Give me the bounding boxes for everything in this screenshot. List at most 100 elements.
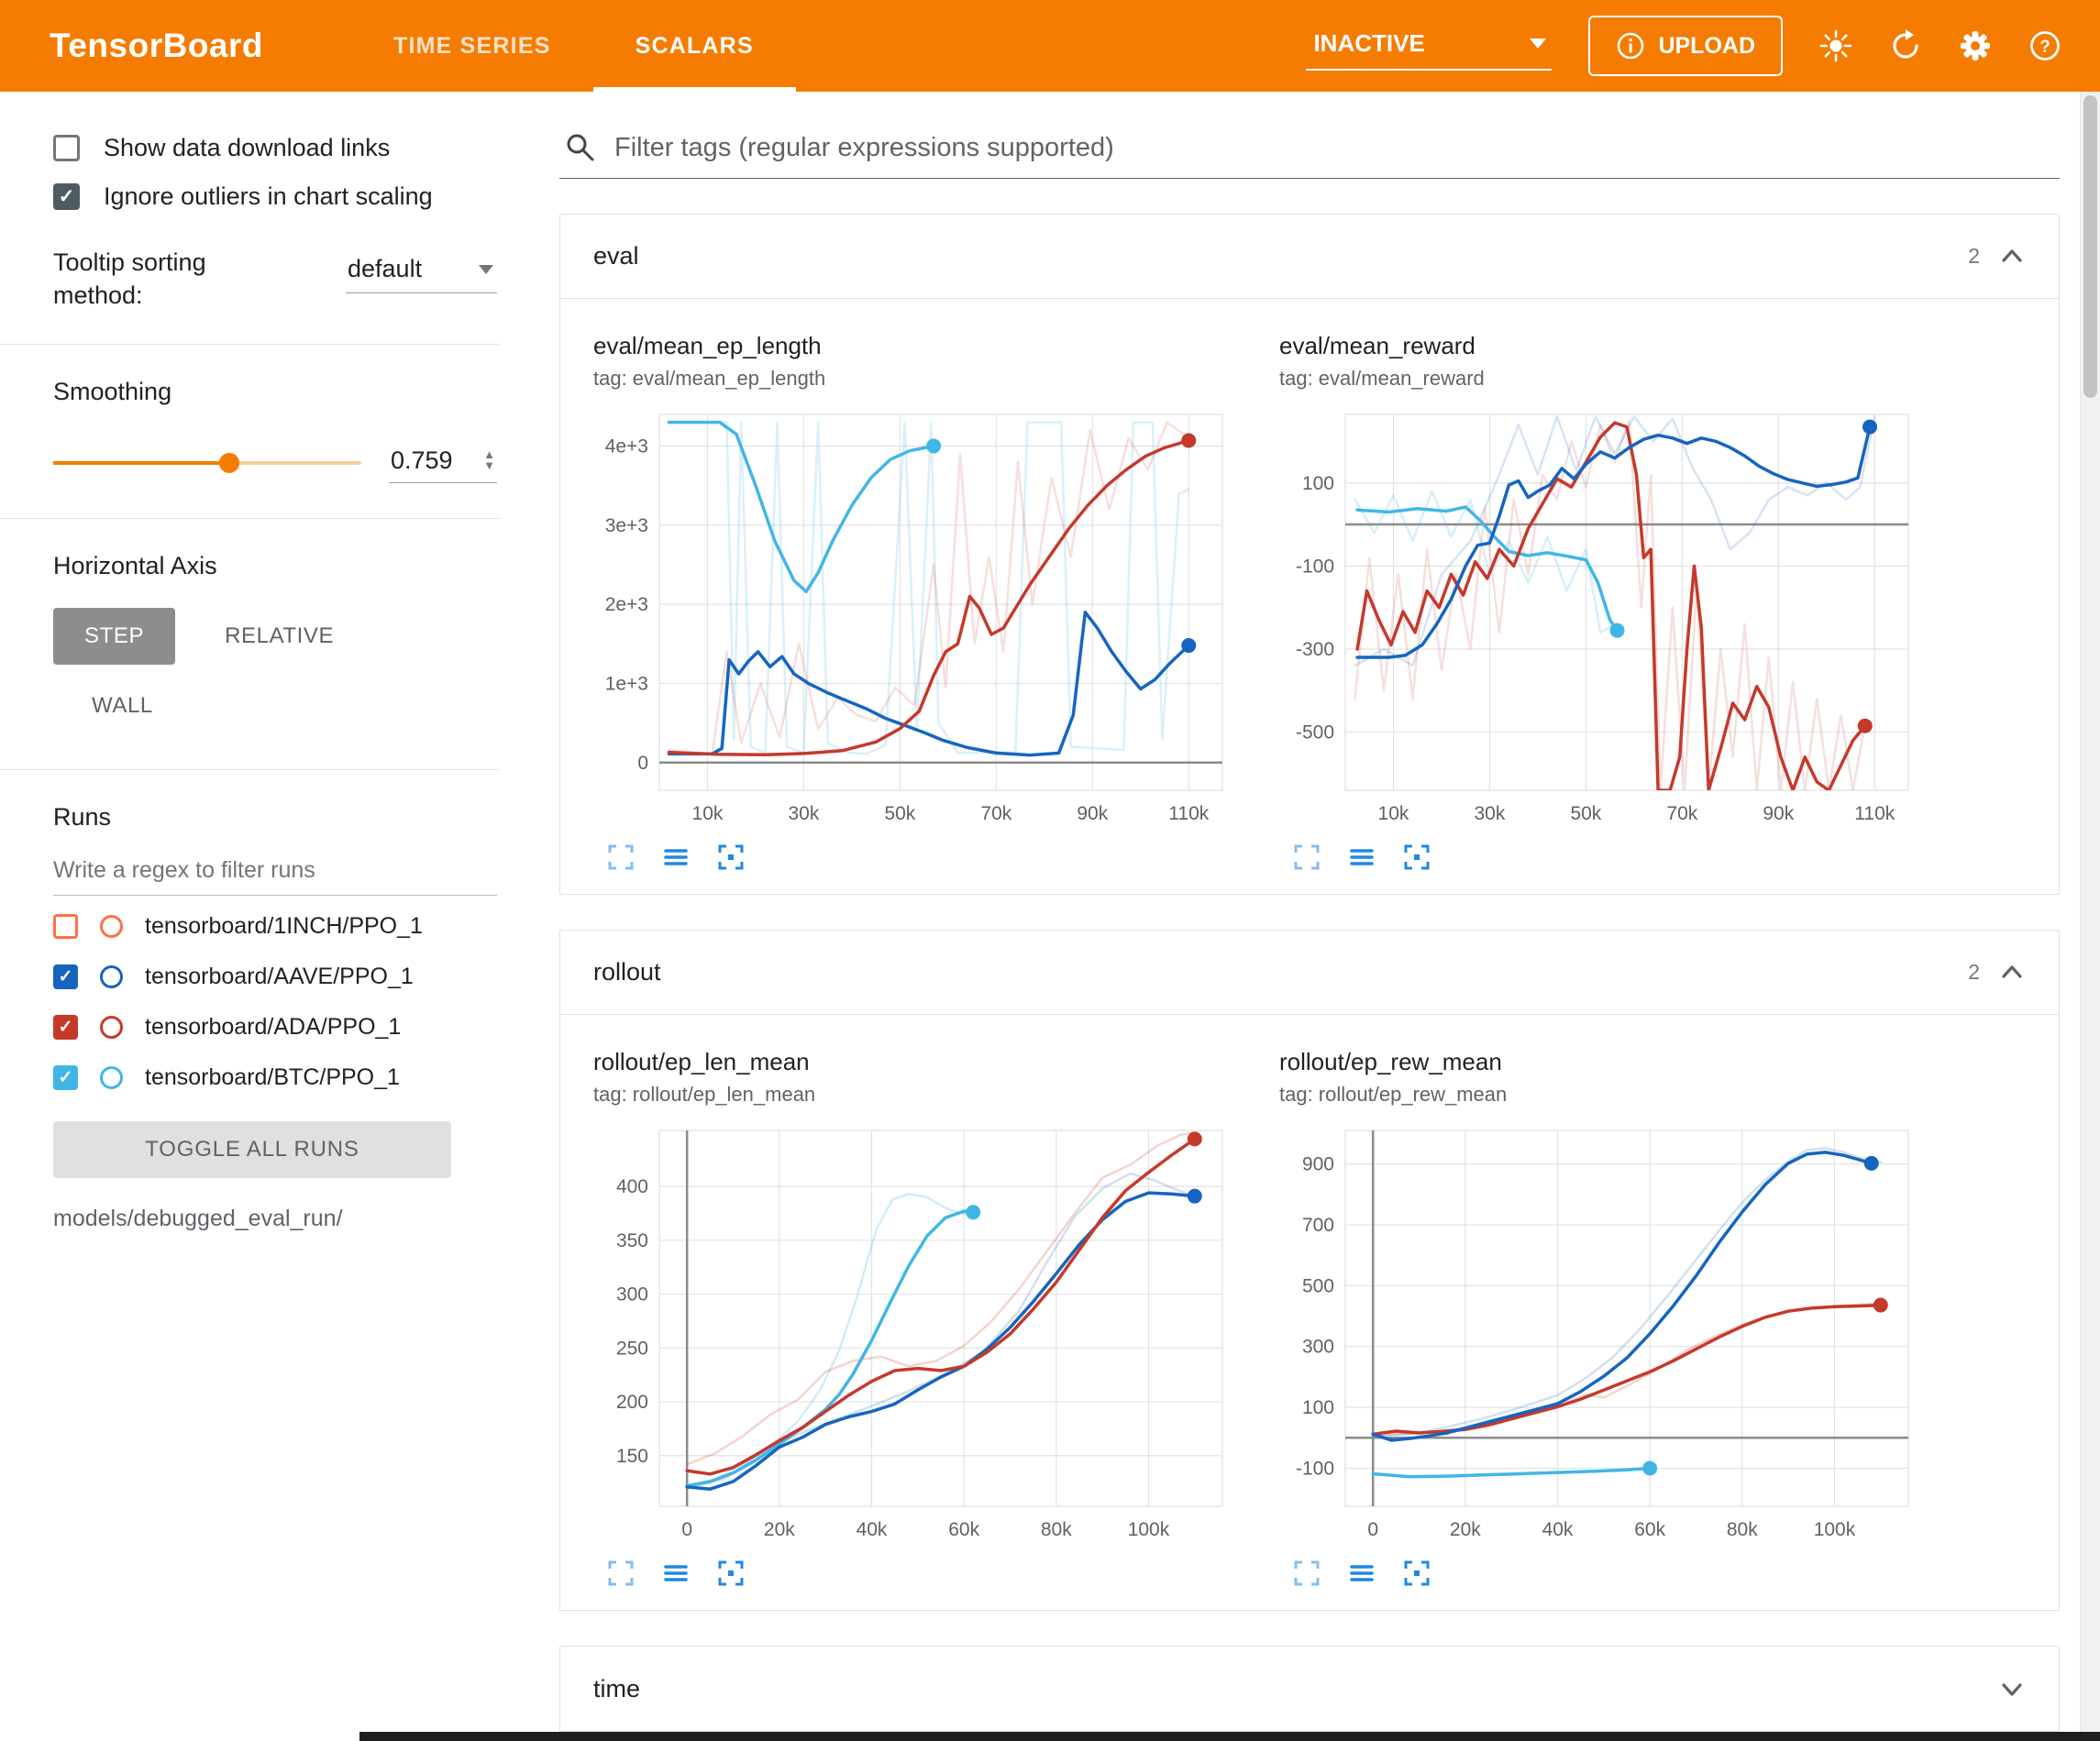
svg-text:500: 500 [1302,1275,1334,1296]
refresh-icon[interactable] [1889,29,1922,62]
show-download-links-checkbox[interactable] [53,135,80,161]
expand-chart-icon[interactable] [606,1559,636,1588]
chart-toolbar [1279,1559,1921,1588]
svg-text:80k: 80k [1727,1519,1758,1540]
chart-plot[interactable]: 10k 30k 50k 70k 90k 110k 0 1e+3 2e+3 3e+3 4e+3 [593,402,1235,837]
upload-button-label: UPLOAD [1658,32,1755,59]
runs-label: Runs [53,802,112,831]
run-label: tensorboard/1INCH/PPO_1 [145,912,423,939]
ignore-outliers-row[interactable]: ✓ Ignore outliers in chart scaling [0,173,550,222]
fit-domain-icon[interactable] [1402,1559,1431,1588]
bottom-edge-bar [359,1732,2100,1741]
expand-chart-icon[interactable] [606,843,636,872]
runs-table-icon[interactable] [1347,843,1376,872]
run-checkbox[interactable]: ✓ [53,1064,78,1090]
show-download-links-row[interactable]: Show data download links [0,125,550,173]
run-row-1inch[interactable]: tensorboard/1INCH/PPO_1 [0,901,550,952]
runs-table-icon[interactable] [661,843,691,872]
expand-chart-icon[interactable] [1292,1559,1321,1588]
svg-text:300: 300 [1302,1337,1334,1358]
search-icon [567,134,594,161]
svg-text:0: 0 [1367,1519,1378,1540]
fit-domain-icon[interactable] [1402,843,1431,872]
run-label: tensorboard/AAVE/PPO_1 [145,963,414,989]
stepper-arrows-icon[interactable]: ▲ ▼ [483,446,495,473]
run-checkbox[interactable] [53,913,78,939]
tab-time-series[interactable]: TIME SERIES [393,32,551,59]
svg-text:400: 400 [616,1176,648,1197]
expand-chart-icon[interactable] [1292,843,1321,872]
svg-text:0: 0 [681,1519,692,1540]
toggle-all-runs-button[interactable]: TOGGLE ALL RUNS [53,1120,451,1178]
svg-text:250: 250 [616,1338,648,1359]
svg-text:30k: 30k [1475,803,1506,824]
section-header-eval[interactable]: eval 2 [560,215,2059,299]
horizontal-axis-block: Horizontal Axis STEP RELATIVE WALL [0,519,550,769]
chart-tag: tag: eval/mean_ep_length [593,367,826,390]
svg-text:60k: 60k [1634,1519,1665,1540]
settings-gear-icon[interactable] [1959,29,1992,62]
run-row-ada[interactable]: ✓ tensorboard/ADA/PPO_1 [0,1002,550,1052]
smoothing-slider-thumb[interactable] [218,452,239,473]
chart-plot[interactable]: 0 20k 40k 60k 80k 100k -100 100 300 500 700 900 [1279,1118,1921,1553]
app-title: TensorBoard [50,27,264,64]
runs-table-icon[interactable] [661,1559,691,1588]
run-checkbox[interactable]: ✓ [53,1014,78,1040]
ignore-outliers-checkbox[interactable]: ✓ [53,183,80,210]
runs-block: Runs [0,770,550,832]
upload-button[interactable]: UPLOAD [1588,16,1783,76]
smoothing-slider[interactable] [53,452,361,473]
scrollbar-thumb[interactable] [2083,95,2097,398]
section-header-rollout[interactable]: rollout 2 [560,931,2059,1015]
axis-wall-button[interactable]: WALL [92,692,153,718]
svg-text:0: 0 [637,753,648,774]
svg-text:20k: 20k [764,1519,795,1540]
chart-title: eval/mean_reward [1279,332,1476,359]
runs-logdir-path: models/debugged_eval_run/ [53,1205,343,1231]
svg-text:-300: -300 [1296,639,1334,660]
svg-text:10k: 10k [692,803,724,824]
chevron-up-icon[interactable] [1998,959,2026,986]
brightness-icon[interactable] [1819,29,1852,62]
chart-title: eval/mean_ep_length [593,332,822,359]
fit-domain-icon[interactable] [716,843,746,872]
smoothing-slider-fill [53,460,229,465]
tag-filter-field [559,125,2060,179]
smoothing-value-input[interactable] [391,446,468,475]
section-header-time[interactable]: time [560,1647,2059,1731]
runs-filter-input[interactable] [53,847,497,896]
status-dropdown[interactable]: INACTIVE [1306,22,1553,71]
svg-text:300: 300 [616,1284,648,1306]
main-content: eval 2 eval/mean_ep_length tag: eval/mea… [550,92,2080,1741]
svg-text:30k: 30k [789,803,820,824]
svg-text:80k: 80k [1041,1519,1072,1540]
svg-text:60k: 60k [948,1519,979,1540]
svg-text:10k: 10k [1378,803,1409,824]
svg-text:90k: 90k [1763,803,1794,824]
axis-relative-button[interactable]: RELATIVE [225,623,335,648]
runs-table-icon[interactable] [1347,1559,1376,1588]
chevron-down-icon [1530,38,1547,49]
chart-figure: rollout/ep_len_mean tag: rollout/ep_len_… [593,1048,1235,1588]
tooltip-sorting-select[interactable]: default [346,249,497,293]
svg-text:4e+3: 4e+3 [605,436,648,457]
run-row-btc[interactable]: ✓ tensorboard/BTC/PPO_1 [0,1052,550,1103]
tab-scalars[interactable]: SCALARS [592,0,797,92]
chevron-up-icon[interactable] [1998,243,2026,270]
run-checkbox[interactable]: ✓ [53,964,78,989]
svg-text:50k: 50k [884,803,915,824]
vertical-scrollbar[interactable] [2080,92,2100,1741]
tag-filter-input[interactable] [614,132,2052,163]
chart-plot[interactable]: 10k 30k 50k 70k 90k 110k 100 -100 -300 -500 [1279,402,1921,837]
show-download-links-label: Show data download links [104,134,391,161]
axis-step-button[interactable]: STEP [53,607,176,665]
svg-text:?: ? [2039,38,2050,57]
chart-plot[interactable]: 0 20k 40k 60k 80k 100k 150 200 250 300 350 400 [593,1118,1235,1553]
run-row-aave[interactable]: ✓ tensorboard/AAVE/PPO_1 [0,952,550,1002]
help-icon[interactable]: ? [2028,29,2061,62]
fit-domain-icon[interactable] [716,1559,746,1588]
section-title: eval [593,242,639,270]
section-count: 2 [1968,244,1980,268]
chevron-down-icon[interactable] [1998,1675,2026,1702]
